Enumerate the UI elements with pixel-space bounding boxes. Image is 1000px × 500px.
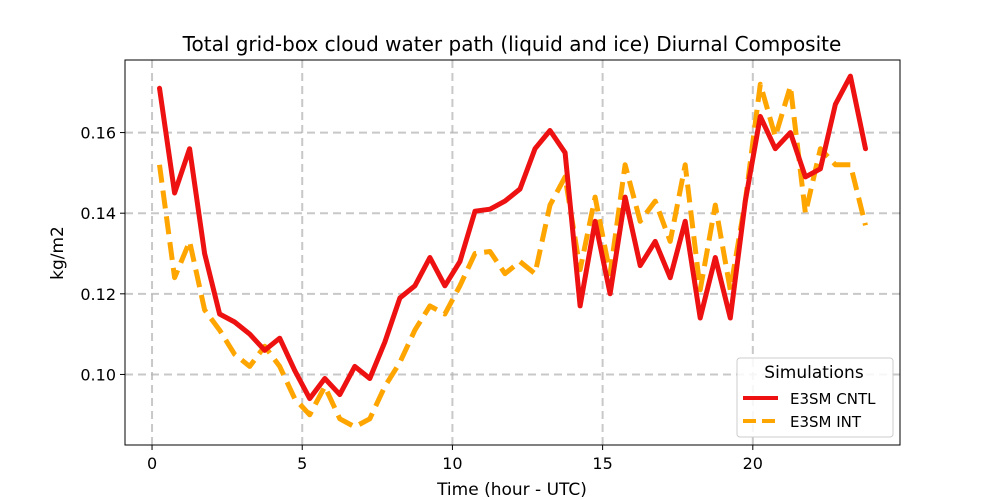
x-tick-label: 5 (297, 454, 307, 473)
y-tick-label: 0.10 (80, 365, 116, 384)
plot-frame (124, 59, 901, 446)
chart-title: Total grid-box cloud water path (liquid … (182, 32, 842, 56)
series-line-cntl (157, 73, 868, 402)
legend-label-int: E3SM INT (790, 413, 862, 431)
y-tick-label: 0.16 (80, 124, 116, 143)
x-tick-label: 10 (442, 454, 462, 473)
y-axis: 0.10 0.12 0.14 0.16 (80, 124, 125, 384)
legend: Simulations E3SM CNTL E3SM INT (736, 357, 894, 438)
legend-label-cntl: E3SM CNTL (790, 390, 876, 408)
y-axis-label: kg/m2 (48, 226, 68, 280)
legend-title: Simulations (764, 363, 864, 383)
x-axis-label: Time (hour - UTC) (436, 480, 587, 500)
x-tick-label: 0 (147, 454, 157, 473)
x-tick-label: 20 (743, 454, 763, 473)
y-tick-label: 0.14 (80, 204, 116, 223)
series-layer (157, 73, 868, 430)
series-line-int (157, 81, 868, 430)
x-axis: 0 5 10 15 20 (147, 445, 763, 473)
y-tick-label: 0.12 (80, 285, 116, 304)
x-tick-label: 15 (592, 454, 612, 473)
legend-box (736, 357, 894, 438)
